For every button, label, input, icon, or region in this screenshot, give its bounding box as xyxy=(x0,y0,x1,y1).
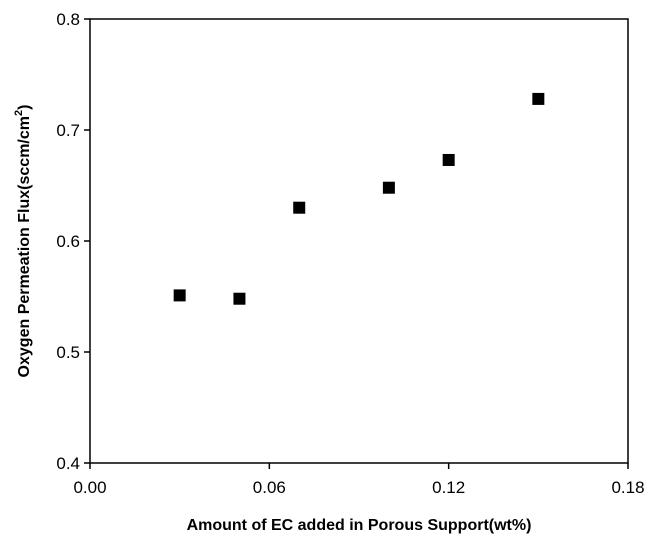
data-point xyxy=(293,201,306,214)
y-axis-title-suffix: ) xyxy=(16,105,33,110)
data-points xyxy=(173,92,545,305)
x-tick-label: 0.12 xyxy=(432,478,465,497)
y-tick-label: 0.4 xyxy=(56,454,80,473)
y-axis-title-main: Oxygen Permeation Flux(sccm/cm xyxy=(16,116,33,377)
y-axis-title: Oxygen Permeation Flux(sccm/cm2) xyxy=(13,105,33,378)
x-axis-ticks: 0.00 0.06 0.12 0.18 xyxy=(73,463,645,497)
plot-area-frame xyxy=(89,18,629,464)
data-point xyxy=(382,181,395,194)
data-point xyxy=(532,92,545,105)
y-axis-title-superscript: 2 xyxy=(13,110,25,116)
x-axis-title: Amount of EC added in Porous Support(wt%… xyxy=(187,517,532,534)
y-axis-ticks: 0.4 0.5 0.6 0.7 0.8 xyxy=(56,10,90,473)
x-tick-label: 0.18 xyxy=(611,478,644,497)
data-point xyxy=(173,289,186,302)
y-tick-label: 0.7 xyxy=(56,121,80,140)
y-tick-label: 0.5 xyxy=(56,343,80,362)
data-point xyxy=(233,292,246,305)
x-tick-label: 0.06 xyxy=(253,478,286,497)
data-point xyxy=(442,153,455,166)
y-tick-label: 0.6 xyxy=(56,232,80,251)
y-tick-label: 0.8 xyxy=(56,10,80,29)
x-tick-label: 0.00 xyxy=(73,478,106,497)
